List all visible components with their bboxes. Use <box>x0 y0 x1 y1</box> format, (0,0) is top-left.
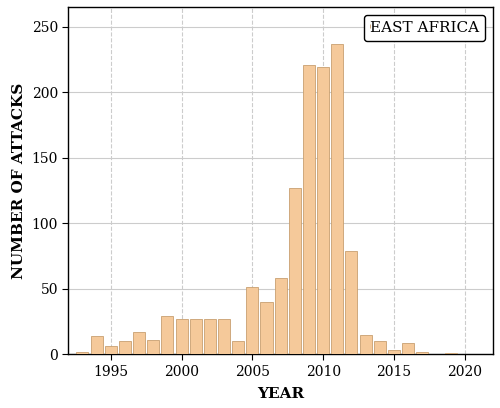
Bar <box>76 352 88 354</box>
Bar <box>176 319 188 354</box>
Bar <box>246 288 258 354</box>
Bar <box>190 319 202 354</box>
Bar <box>444 353 456 354</box>
Bar <box>204 319 216 354</box>
Bar <box>90 336 102 354</box>
Bar <box>162 316 173 354</box>
Bar <box>105 346 117 354</box>
Bar <box>317 67 329 354</box>
Bar <box>402 342 414 354</box>
Bar <box>346 251 358 354</box>
Bar <box>360 335 372 354</box>
Bar <box>388 350 400 354</box>
Bar <box>133 332 145 354</box>
Y-axis label: NUMBER OF ATTACKS: NUMBER OF ATTACKS <box>12 82 26 279</box>
Bar <box>147 340 160 354</box>
Bar <box>289 188 301 354</box>
Bar <box>218 319 230 354</box>
Bar <box>274 278 286 354</box>
Bar <box>303 64 315 354</box>
Bar <box>232 341 244 354</box>
Legend: EAST AFRICA: EAST AFRICA <box>364 15 486 41</box>
Bar <box>260 302 272 354</box>
Bar <box>332 44 344 354</box>
Bar <box>119 341 131 354</box>
Bar <box>416 352 428 354</box>
Bar <box>374 341 386 354</box>
X-axis label: YEAR: YEAR <box>257 387 304 401</box>
